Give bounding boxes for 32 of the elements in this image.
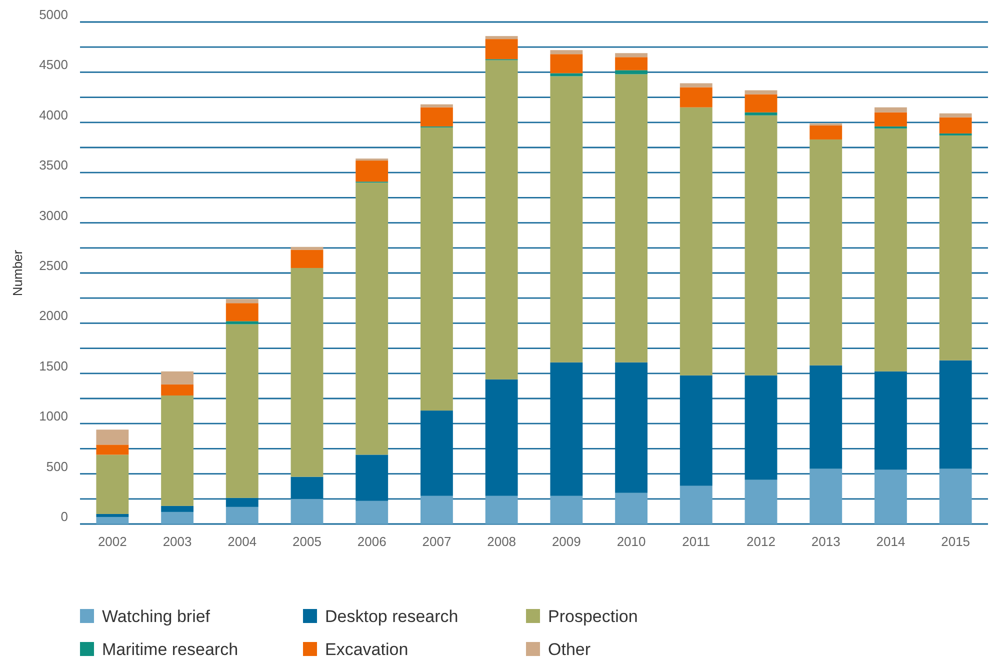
legend-label: Other	[548, 640, 591, 659]
x-tick-label: 2013	[811, 534, 840, 549]
y-tick-label: 1000	[39, 408, 68, 424]
y-tick-label: 0	[60, 509, 68, 524]
y-tick-label: 500	[46, 458, 68, 474]
y-tick-label: 2000	[39, 308, 68, 324]
y-tick-label: 4500	[39, 57, 68, 72]
x-tick-label: 2015	[941, 534, 970, 549]
x-tick-label: 2007	[422, 534, 452, 549]
x-tick-label: 2009	[552, 534, 581, 549]
y-tick-label: 3500	[39, 158, 68, 173]
legend-label: Watching brief	[102, 607, 210, 626]
y-tick-label: 5000	[39, 7, 68, 22]
y-axis-title: Number	[10, 249, 25, 296]
x-tick-label: 2011	[682, 534, 710, 549]
y-tick-label: 1500	[39, 358, 68, 374]
y-tick-label: 4000	[39, 107, 68, 122]
x-tick-label: 2004	[228, 534, 257, 549]
legend-label: Maritime research	[102, 640, 238, 659]
x-tick-label: 2005	[292, 534, 322, 549]
x-tick-label: 2014	[876, 534, 906, 549]
legend-label: Prospection	[548, 607, 638, 626]
x-tick-label: 2008	[487, 534, 516, 549]
x-tick-label: 2006	[357, 534, 386, 549]
legend-label: Desktop research	[325, 607, 458, 626]
x-tick-label: 2010	[616, 534, 646, 549]
x-tick-label: 2003	[162, 534, 192, 549]
legend-label: Excavation	[325, 640, 408, 659]
y-tick-label: 2500	[39, 258, 68, 273]
x-tick-label: 2002	[98, 534, 127, 549]
x-tick-label: 2012	[746, 534, 776, 549]
y-tick-label: 3000	[39, 208, 68, 223]
